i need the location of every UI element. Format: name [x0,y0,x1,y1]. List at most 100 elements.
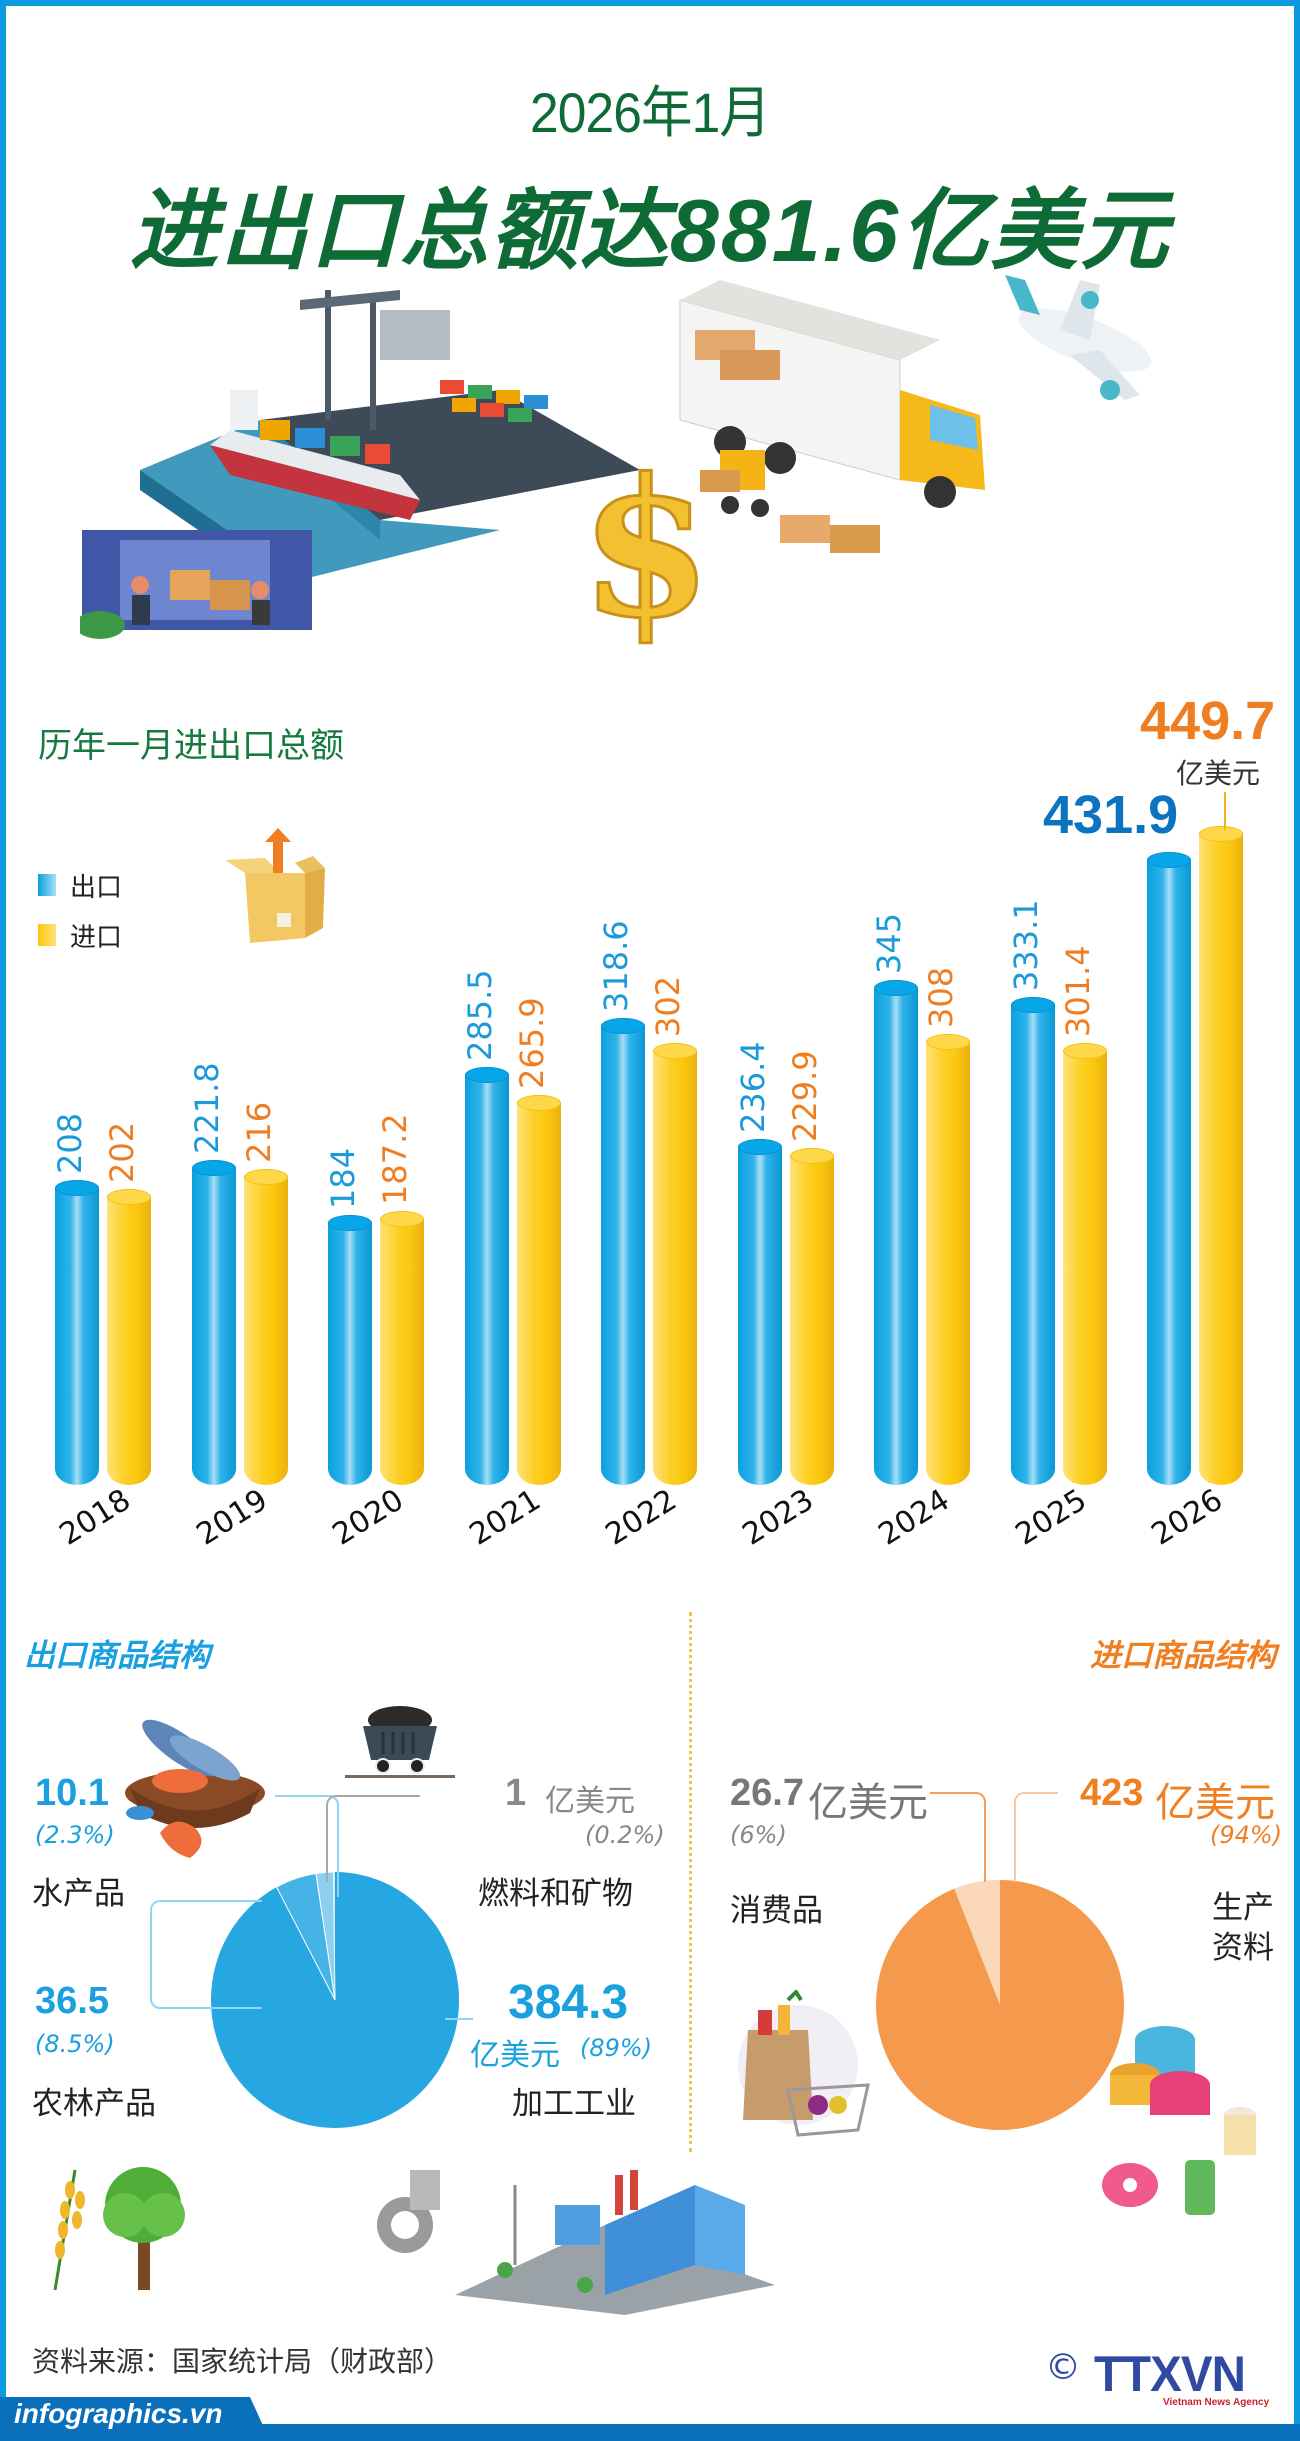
seafood-basket-icon [125,1719,265,1858]
legend-item-import: 进口 [38,910,122,960]
bar-cap [380,1210,424,1227]
leader-line-processing [445,2018,473,2020]
import-bar-2021 [516,1095,561,1485]
processing-value: 384.3 [508,1976,629,2029]
export-bar-2026 [1147,852,1191,1485]
import-2026-highlight: 449.7 [1140,691,1276,751]
import-2026-pointer [1224,792,1226,830]
bar-cap [926,1033,970,1050]
production-label-line1: 生产 [1212,1890,1274,1926]
factory-industry-icon [377,2170,775,2315]
import-value-label-2024: 308 [922,966,960,1028]
export-value-label-2025: 333.1 [1006,899,1045,991]
import-2026-unit: 亿美元 [1176,757,1261,790]
bar-cap [1199,826,1243,843]
production-unit: 亿美元 [1155,1780,1275,1826]
svg-text:$: $ [580,437,712,650]
legend-label-export: 出口 [70,872,123,903]
export-value-label-2020: 184 [324,1148,362,1210]
agency-name-en: Vietnam News Agency [1163,2397,1270,2408]
import-value-label-2025: 301.4 [1058,945,1097,1038]
production-label-line2: 资料 [1212,1930,1274,1966]
import-bar-2023 [789,1148,834,1485]
export-value-label-2019: 221.8 [187,1062,226,1155]
legend-swatch-import [38,924,56,946]
bar-cap [1010,997,1055,1013]
thread-spools-icon [1102,2026,1256,2215]
import-value-label-2022: 302 [649,975,687,1037]
consumer-value: 26.7 [730,1772,804,1814]
data-source: 资料来源：国家统计局（财政部） [32,2345,453,2378]
bar-cap [55,1180,99,1197]
import-value-label-2018: 202 [103,1121,141,1184]
bar-cap [1062,1043,1107,1060]
export-bar-2019 [191,1160,236,1485]
section-divider [689,1612,692,2152]
export-structure-title: 出口商品结构 [24,1638,210,1673]
footer-site-link[interactable]: infographics.vn [14,2398,223,2429]
import-value-label-2021: 265.9 [512,997,551,1090]
export-bar-2020 [328,1215,372,1485]
export-bar-2024 [874,979,918,1485]
import-value-label-2020: 187.2 [376,1113,414,1205]
export-value-label-2023: 236.4 [733,1041,772,1133]
consumer-label: 消费品 [730,1893,823,1929]
export-bar-2018 [55,1180,99,1485]
bar-cap [874,979,918,996]
leader-line-fuel-minerals [326,1795,420,1882]
import-bar-2025 [1062,1043,1107,1485]
footer-bar [0,2424,1300,2441]
x-axis-label-2018: 2018 [53,1482,137,1553]
export-bar-2021 [464,1066,509,1485]
processing-unit: 亿美元 [470,2038,560,2073]
legend-item-export: 出口 [38,860,122,910]
bar-cap [789,1148,834,1165]
import-bar-2018 [107,1189,151,1485]
bar-cap [516,1095,561,1112]
x-axis-label-2023: 2023 [736,1482,820,1553]
legend-swatch-export [38,874,56,896]
ttxvn-logo: © TTXVN Vietnam News Agency [1045,2345,1275,2415]
bar-cap [191,1160,236,1177]
bar-cap [737,1138,782,1155]
import-bar-2024 [926,1033,970,1485]
production-value: 423 [1080,1772,1144,1814]
leader-line-agri [150,1900,262,2009]
leader-line-consumer [930,1792,986,1882]
agri-pct: (8.5%) [35,2030,115,2058]
fuel-unit: 亿美元 [545,1784,635,1819]
x-axis-label-2021: 2021 [463,1482,547,1553]
processing-label: 加工工业 [512,2086,636,2122]
grocery-bag-icon [738,1990,870,2137]
bar-cap [107,1189,151,1206]
chart-legend: 出口 进口 [38,860,122,960]
export-bar-2025 [1010,997,1055,1485]
header-title: 进出口总额达881.6亿美元 [129,181,1171,280]
fuel-pct: (0.2%) [585,1821,665,1849]
import-bar-2020 [380,1210,424,1485]
x-axis-label-2024: 2024 [872,1482,956,1553]
export-2026-highlight: 431.9 [1043,785,1179,845]
export-pie-chart [211,1871,459,2128]
export-value-label-2024: 345 [870,912,908,974]
export-value-label-2022: 318.6 [597,920,635,1013]
import-bar-2022 [653,1042,697,1485]
x-axis-label-2026: 2026 [1145,1482,1229,1553]
bar-chart: 208 202 2018 221.8 216 2019 184 187.2 2020 285.5 2… [51,826,1243,1553]
chart-title: 历年一月进出口总额 [38,726,344,766]
bar-cap [464,1066,509,1083]
aquatic-value: 10.1 [35,1772,109,1814]
import-pie-chart [876,1880,1124,2130]
box-arrow-icon [225,828,325,943]
import-bar-2026 [1199,826,1243,1485]
leader-line-production [1014,1792,1058,1882]
bar-cap [653,1042,697,1059]
export-bar-2023 [737,1138,782,1485]
bar-cap [328,1215,372,1232]
aquatic-pct: (2.3%) [35,1821,115,1849]
import-structure-title: 进口商品结构 [1090,1638,1276,1673]
consumer-pct: (6%) [730,1821,787,1849]
fuel-label: 燃料和矿物 [478,1876,633,1912]
x-axis-label-2025: 2025 [1009,1482,1093,1553]
